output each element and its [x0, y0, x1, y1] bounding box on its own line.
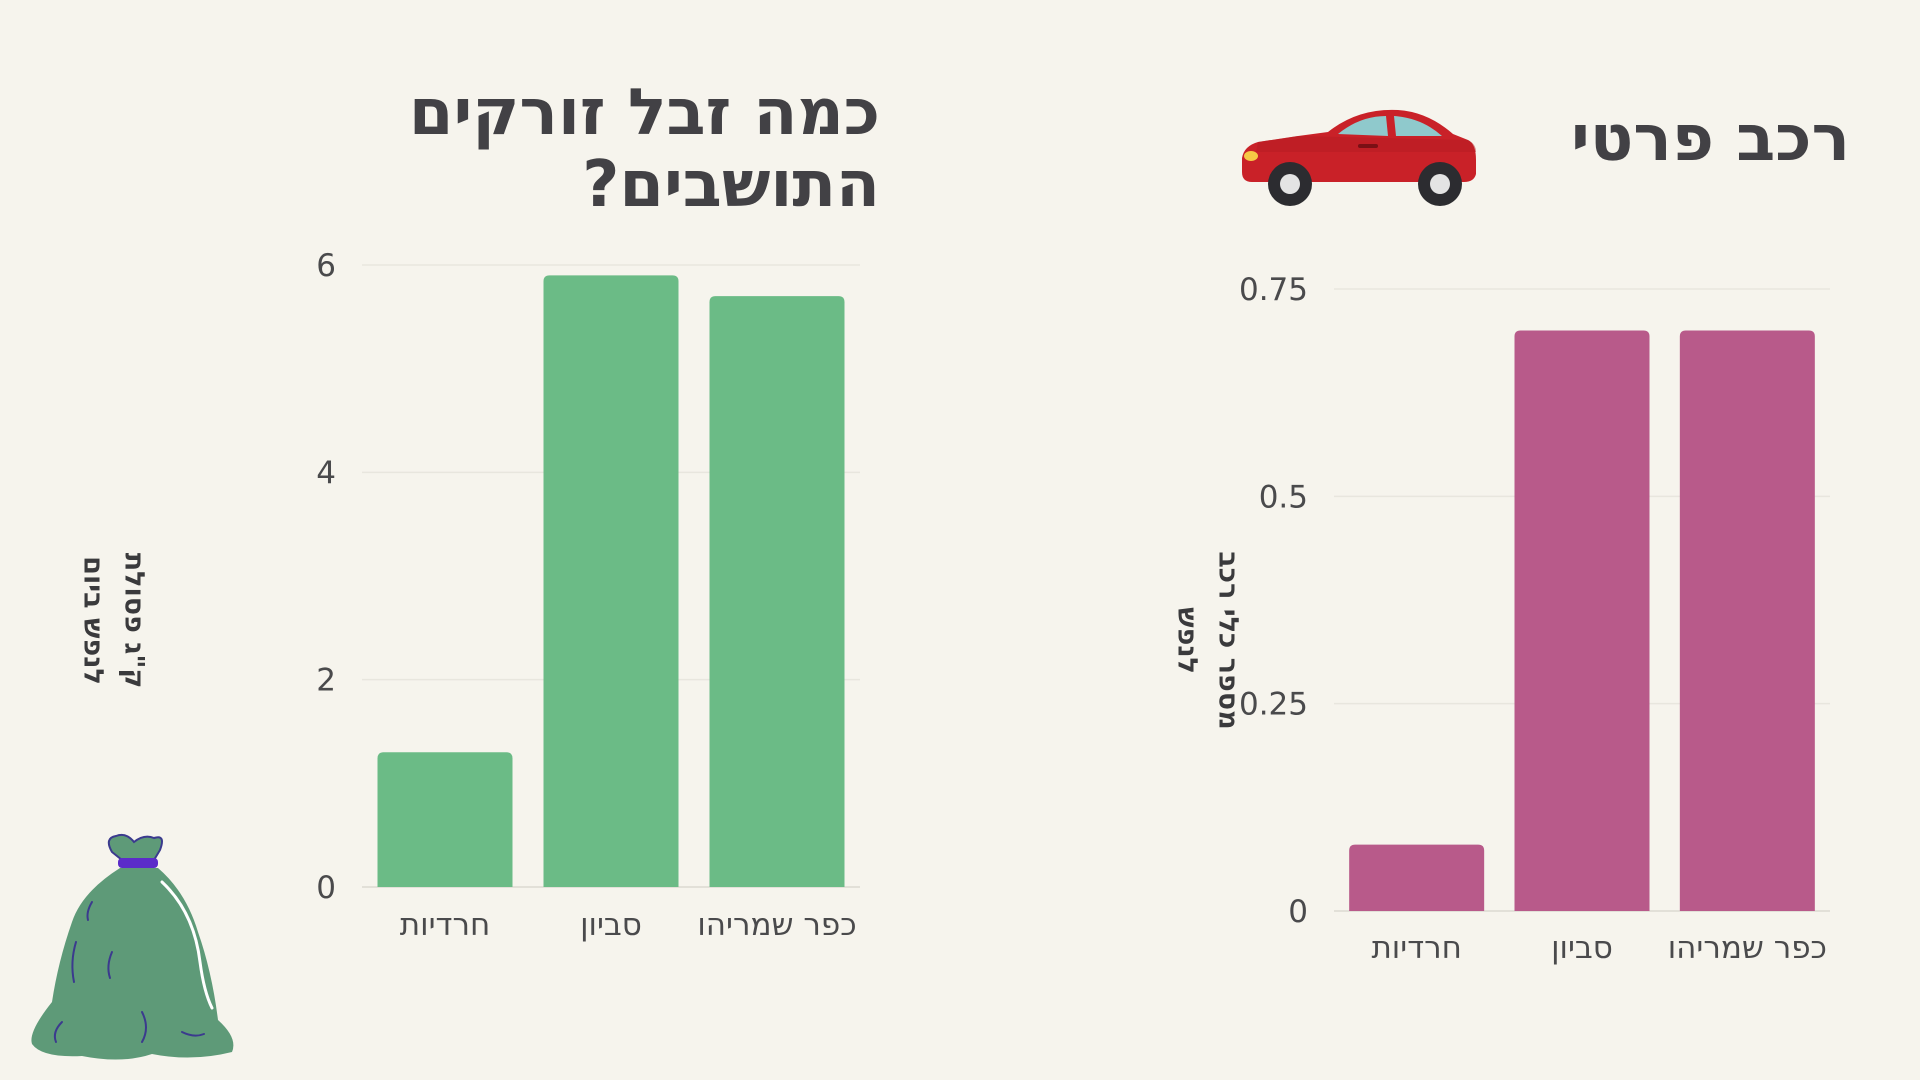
waste-category-label: כפר שמריהו [697, 907, 856, 943]
car-y-tick-label: 0.75 [1239, 272, 1308, 308]
garbage-bag-icon [31, 833, 234, 1060]
car-category-label: חרדיות [1371, 930, 1461, 966]
car-category-label: סביון [1551, 930, 1613, 966]
waste-y-tick-label: 6 [316, 248, 336, 284]
car-bar-1 [1349, 844, 1485, 911]
waste-bar-2 [543, 275, 679, 887]
waste-bar-1 [377, 752, 513, 887]
waste-chart-title: כמה זבל זורקים התושבים? [408, 76, 880, 222]
car-y-tick-label: 0.5 [1259, 479, 1308, 515]
car-bar-3 [1679, 330, 1815, 911]
car-icon [1242, 109, 1476, 206]
car-category-label: כפר שמריהו [1668, 930, 1827, 966]
waste-bar-3 [709, 296, 845, 888]
waste-y-tick-label: 2 [316, 663, 336, 699]
waste-category-label: סביון [580, 907, 642, 943]
waste-category-label: חרדיות [400, 907, 490, 943]
waste-y-tick-label: 4 [316, 455, 336, 491]
car-y-tick-label: 0 [1288, 894, 1308, 930]
car-bar-2 [1514, 330, 1650, 911]
car-chart-title: רכב פרטי [1570, 102, 1850, 176]
car-y-tick-label: 0.25 [1239, 687, 1308, 723]
waste-y-tick-label: 0 [316, 870, 336, 906]
